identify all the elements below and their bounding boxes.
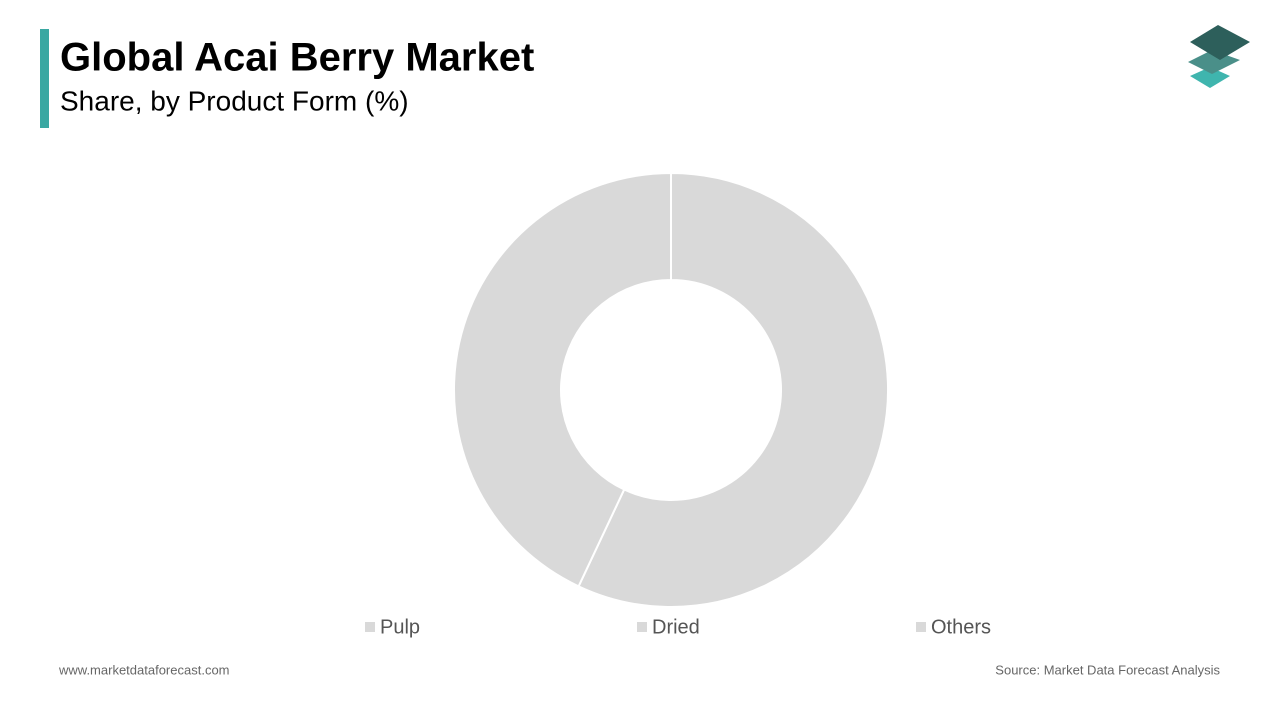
chart-subtitle: Share, by Product Form (%) (60, 85, 409, 116)
legend-swatch (916, 622, 926, 632)
legend-label: Others (931, 616, 991, 638)
legend-swatch (365, 622, 375, 632)
donut-slice (577, 171, 889, 608)
legend-swatch (637, 622, 647, 632)
chart-title: Global Acai Berry Market (60, 36, 534, 80)
website: www.marketdataforecast.com (58, 662, 230, 677)
source: Source: Market Data Forecast Analysis (995, 662, 1220, 677)
legend-label: Pulp (380, 616, 420, 638)
legend-label: Dried (652, 616, 700, 638)
donut-slice (453, 171, 672, 588)
logo (1188, 25, 1250, 88)
title-accent (40, 29, 49, 128)
